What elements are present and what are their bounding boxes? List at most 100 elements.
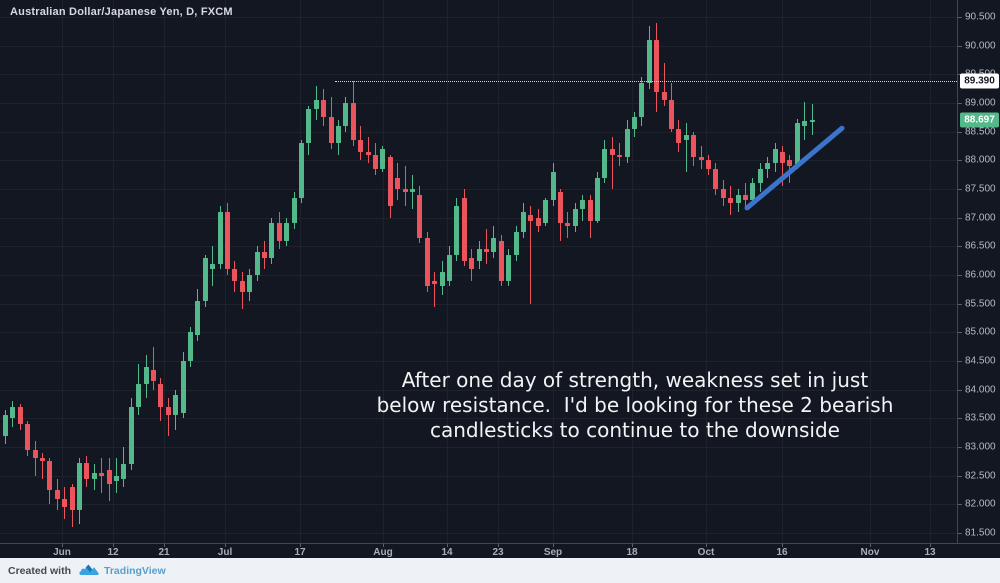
candle-body-up [736, 194, 741, 204]
candle-body-down [70, 487, 75, 511]
candle-body-down [425, 237, 430, 287]
candle-wick [42, 452, 43, 479]
resistance-line[interactable] [335, 81, 957, 82]
candle-body-down [262, 252, 267, 258]
price-axis[interactable]: 90.50090.00089.50089.00088.50088.00087.5… [957, 0, 1000, 543]
candle-body-up [255, 252, 260, 275]
candle-body-down [84, 463, 89, 479]
candle-wick [412, 174, 413, 210]
candle-body-down [107, 469, 112, 485]
time-tick [113, 544, 114, 547]
price-tick-label: 87.000 [965, 212, 996, 224]
time-axis[interactable]: Jun 12 21 Jul 17 Aug 14 23 Sep 18 Oct 16 Nov 13 [0, 543, 1000, 558]
time-tick [930, 544, 931, 547]
price-tick-label: 90.500 [965, 11, 996, 23]
candle-body-down [373, 154, 378, 169]
candle-body-up [195, 300, 200, 336]
candle-body-up [647, 39, 652, 83]
candle-body-up [314, 100, 319, 109]
candle-body-down [610, 148, 615, 155]
chart-plot[interactable]: After one day of strength, weakness set … [0, 0, 957, 543]
candle-body-up [144, 366, 149, 384]
candle-body-up [543, 200, 548, 224]
annotation-line-1: After one day of strength, weakness set … [401, 368, 869, 392]
candle-body-down [47, 461, 52, 490]
candle-body-up [129, 406, 134, 465]
candle-body-down [277, 223, 282, 241]
candle-body-up [3, 415, 8, 436]
candle-body-down [699, 157, 704, 161]
time-tick [498, 544, 499, 547]
price-gridline [0, 361, 957, 362]
footer-bar: Created with TradingView [0, 558, 1000, 583]
time-gridline [553, 0, 554, 543]
candle-body-up [602, 148, 607, 178]
price-tick-label: 82.000 [965, 498, 996, 510]
tradingview-brand-text: TradingView [104, 564, 166, 577]
price-gridline [0, 476, 957, 477]
time-tick-label: Aug [373, 547, 393, 558]
time-gridline [870, 0, 871, 543]
candle-body-down [55, 489, 60, 499]
price-gridline [0, 132, 957, 133]
candle-wick [619, 143, 620, 167]
price-tick-label: 84.000 [965, 384, 996, 396]
price-tick [958, 132, 962, 133]
candle-body-down [669, 100, 674, 129]
candle-body-down [33, 449, 38, 459]
time-gridline [383, 0, 384, 543]
price-gridline [0, 332, 957, 333]
candle-body-down [432, 280, 437, 284]
price-tick-label: 88.000 [965, 154, 996, 166]
price-tick [958, 246, 962, 247]
candle-body-up [639, 82, 644, 118]
tradingview-link[interactable]: TradingView [79, 564, 166, 577]
price-gridline [0, 17, 957, 18]
candle-body-up [447, 254, 452, 281]
price-tick [958, 103, 962, 104]
candle-body-down [743, 194, 748, 201]
candle-body-down [536, 217, 541, 227]
candle-body-down [469, 257, 474, 270]
candle-wick [405, 166, 406, 207]
price-tick-label: 82.500 [965, 470, 996, 482]
price-tick [958, 160, 962, 161]
candle-body-down [706, 160, 711, 169]
candle-body-up [343, 102, 348, 126]
price-tick-label: 81.500 [965, 527, 996, 539]
price-tick [958, 361, 962, 362]
candle-body-up [595, 177, 600, 221]
time-tick [870, 544, 871, 547]
time-gridline [164, 0, 165, 543]
price-tick [958, 504, 962, 505]
price-tick [958, 17, 962, 18]
annotation-text[interactable]: After one day of strength, weakness set … [290, 368, 957, 443]
candle-body-up [10, 406, 15, 419]
candle-body-down [395, 177, 400, 189]
time-tick-label: 23 [492, 547, 504, 558]
candle-body-up [284, 223, 289, 241]
price-tick-label: 86.500 [965, 240, 996, 252]
candle-body-down [358, 140, 363, 152]
candle-wick [116, 458, 117, 493]
resistance-price-label: 89.390 [960, 73, 999, 89]
symbol-title[interactable]: Australian Dollar/Japanese Yen, D, FXCM [10, 6, 233, 18]
price-tick-label: 88.500 [965, 126, 996, 138]
time-gridline [498, 0, 499, 543]
candle-body-up [410, 188, 415, 192]
candle-body-down [403, 188, 408, 192]
candle-body-down [787, 160, 792, 167]
time-tick-label: 17 [294, 547, 306, 558]
candle-body-down [417, 194, 422, 238]
time-tick-label: 14 [441, 547, 453, 558]
trendline[interactable] [744, 125, 845, 211]
candle-body-up [77, 463, 82, 511]
time-tick-label: Jun [53, 547, 71, 558]
price-tick [958, 275, 962, 276]
price-tick-label: 84.500 [965, 355, 996, 367]
candle-body-down [232, 269, 237, 281]
time-gridline [930, 0, 931, 543]
candle-wick [612, 137, 613, 189]
candle-body-down [351, 102, 356, 141]
time-tick-label: 21 [158, 547, 170, 558]
